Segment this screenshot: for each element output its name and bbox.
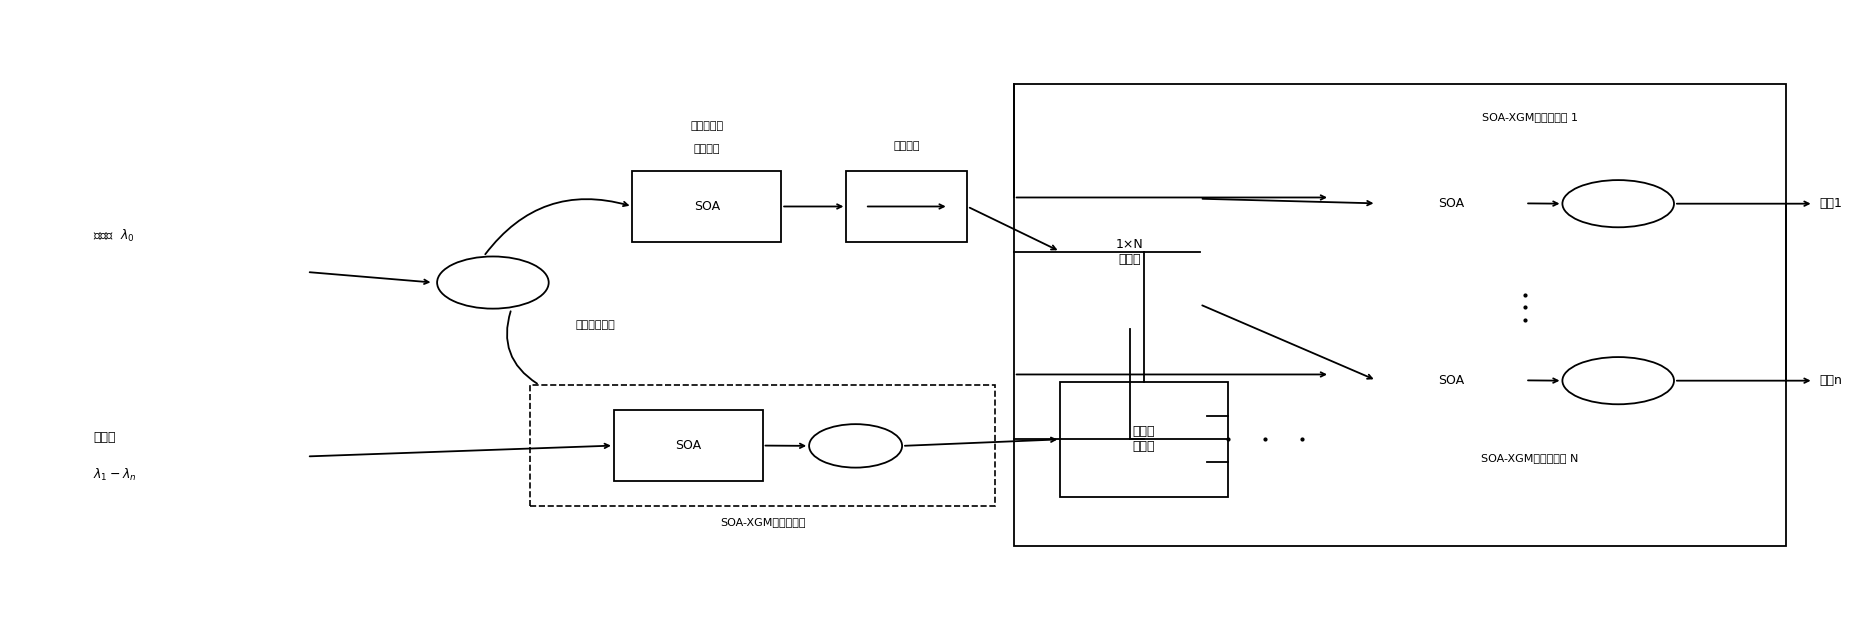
Bar [614,410,763,481]
Bar [1376,345,1525,416]
Text: SOA-XGM波长变换器 1: SOA-XGM波长变换器 1 [1482,112,1577,122]
Bar [1014,84,1786,546]
Bar [1376,168,1525,239]
Text: SOA: SOA [694,200,720,213]
Text: 行波半导体: 行波半导体 [690,121,724,131]
Text: 输入端耦合器: 输入端耦合器 [575,320,616,330]
Text: 1×N
耦合器: 1×N 耦合器 [1116,237,1144,266]
Text: $\lambda_1 - \lambda_n$: $\lambda_1 - \lambda_n$ [93,467,136,483]
Bar [530,385,995,506]
Text: 波长路
由模块: 波长路 由模块 [1133,425,1155,453]
Ellipse shape [1562,357,1674,404]
Text: SOA: SOA [1438,374,1464,387]
Text: 控制光: 控制光 [93,432,115,444]
Text: SOA: SOA [675,439,701,452]
Bar [1060,174,1200,329]
Text: 输出n: 输出n [1819,374,1841,387]
Bar [1330,309,1730,440]
Text: 光放大器: 光放大器 [694,144,720,154]
Text: 光隔离器: 光隔离器 [893,141,921,151]
Text: SOA-XGM波长变换器: SOA-XGM波长变换器 [720,517,805,527]
Bar [1060,382,1228,497]
Text: 输出1: 输出1 [1819,197,1841,210]
Ellipse shape [437,256,549,309]
Bar [1330,132,1730,263]
Ellipse shape [809,424,902,468]
Bar [846,171,967,242]
Bar [632,171,781,242]
Ellipse shape [1562,180,1674,227]
Text: SOA-XGM波长变换器 N: SOA-XGM波长变换器 N [1481,453,1579,463]
Text: 信号光  $\lambda_0$: 信号光 $\lambda_0$ [93,228,134,244]
Text: SOA: SOA [1438,197,1464,210]
